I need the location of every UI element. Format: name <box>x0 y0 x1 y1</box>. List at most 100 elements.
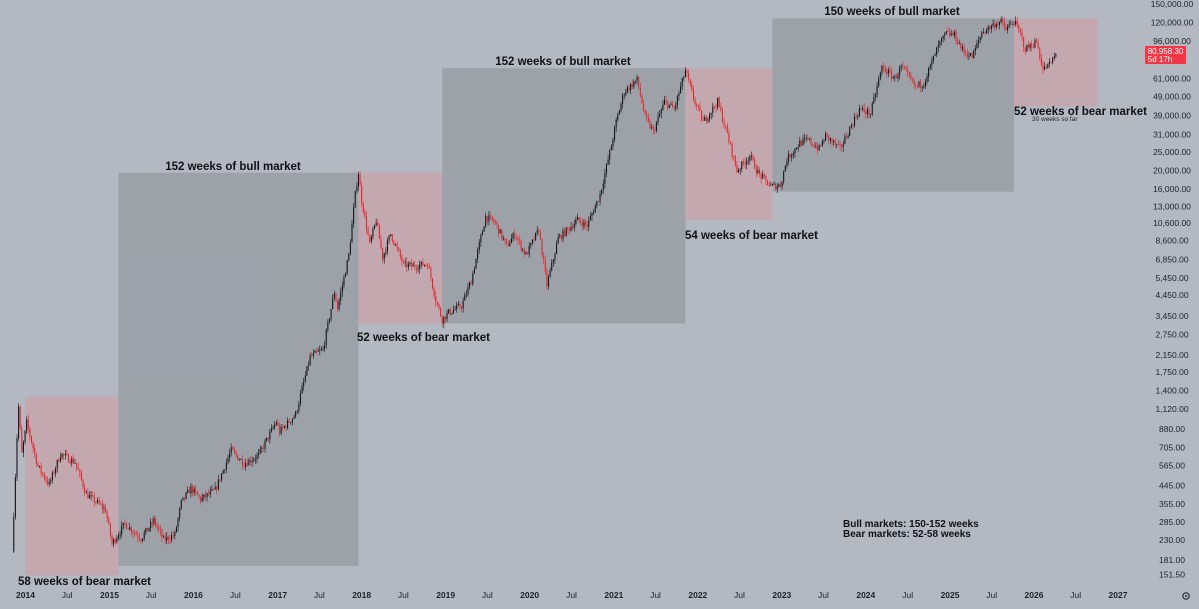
weekly-candle <box>61 453 63 460</box>
weekly-candle <box>296 409 298 415</box>
time-tick-label: Jul <box>986 590 997 600</box>
weekly-candle <box>1026 44 1028 52</box>
weekly-candle <box>965 49 967 58</box>
weekly-candle <box>683 76 685 82</box>
candle-body <box>343 276 345 286</box>
time-axis[interactable]: 2014 Jul 2015 Jul 2016 Jul 2017 Jul 2018 Jul 2019 J… <box>16 590 1128 600</box>
weekly-candle <box>232 446 234 451</box>
candle-body <box>340 291 342 301</box>
weekly-candle <box>365 211 368 235</box>
weekly-candle <box>235 450 237 458</box>
weekly-candle <box>634 80 637 85</box>
weekly-candle <box>778 183 780 188</box>
candle-body <box>997 24 999 26</box>
weekly-candle <box>267 437 269 443</box>
candle-body <box>1048 61 1050 64</box>
weekly-candle <box>50 477 52 486</box>
weekly-candle <box>274 420 276 431</box>
candle-body <box>628 87 630 91</box>
weekly-candle <box>269 428 271 444</box>
candle-body <box>38 465 41 467</box>
weekly-candle <box>311 351 313 357</box>
candle-body <box>311 355 313 357</box>
candle-body <box>549 270 551 277</box>
weekly-candle <box>968 51 970 61</box>
weekly-candle <box>499 228 501 234</box>
weekly-candle <box>277 418 279 427</box>
weekly-candle <box>523 246 525 258</box>
weekly-candle <box>167 535 169 544</box>
weekly-candle <box>351 220 353 243</box>
weekly-candle <box>1007 24 1009 34</box>
candle-body <box>225 462 227 470</box>
weekly-candle <box>464 292 466 301</box>
candle-body <box>762 174 764 179</box>
weekly-candle <box>501 229 503 241</box>
weekly-candle <box>357 171 360 192</box>
candle-body <box>865 111 867 114</box>
candle-body <box>451 313 453 315</box>
weekly-candle <box>428 263 430 269</box>
price-axis[interactable]: 150,000.00 120,000.00 96,000.00 61,000.00 49… <box>1151 0 1194 579</box>
candle-body <box>821 141 823 146</box>
candle-body <box>905 68 907 71</box>
candle-body <box>937 44 939 48</box>
weekly-candle <box>889 65 891 74</box>
price-tick-label: 445.00 <box>1159 480 1185 490</box>
weekly-candle <box>680 82 682 94</box>
weekly-candle <box>837 139 839 145</box>
candle-body <box>480 235 482 243</box>
candle-body <box>543 255 545 260</box>
candle-body <box>96 500 99 503</box>
weekly-candle <box>547 274 550 290</box>
candle-body <box>361 184 363 204</box>
weekly-candle <box>554 252 556 264</box>
candle-body <box>145 528 147 533</box>
weekly-candle <box>779 181 781 188</box>
weekly-candle <box>13 512 15 553</box>
candle-body <box>882 65 885 68</box>
weekly-candle <box>169 535 171 545</box>
candle-body <box>217 479 219 490</box>
candle-body <box>431 278 434 289</box>
candle-body <box>903 66 906 69</box>
weekly-candle <box>275 420 277 426</box>
weekly-candle <box>749 154 751 165</box>
candle-body <box>770 185 772 186</box>
candle-body <box>916 85 918 87</box>
candle-body <box>776 186 778 190</box>
weekly-candle <box>306 365 308 377</box>
candle-body <box>966 53 968 57</box>
candle-body <box>307 364 310 367</box>
candle-body <box>575 220 577 225</box>
weekly-candle <box>588 216 590 232</box>
weekly-candle <box>1031 40 1033 52</box>
candle-body <box>261 447 263 449</box>
weekly-candle <box>293 414 295 420</box>
weekly-candle <box>676 95 678 110</box>
candle-body <box>622 95 624 104</box>
candle-body <box>837 143 839 145</box>
candle-body <box>895 76 897 79</box>
weekly-candle <box>124 519 126 528</box>
weekly-candle <box>857 114 859 121</box>
candle-body <box>824 133 827 141</box>
weekly-candle <box>314 349 316 354</box>
candle-body <box>30 436 33 443</box>
candle-body <box>354 191 356 208</box>
candle-body <box>945 31 947 35</box>
weekly-candle <box>417 264 419 273</box>
weekly-candle <box>192 484 194 497</box>
candle-body <box>807 137 809 139</box>
weekly-candle <box>858 104 860 118</box>
weekly-candle <box>85 490 87 494</box>
weekly-candle <box>781 181 783 190</box>
candle-body <box>137 534 139 538</box>
gear-icon[interactable] <box>1182 592 1190 600</box>
candle-body <box>647 117 649 121</box>
candle-body <box>908 72 910 76</box>
candle-body <box>960 43 962 49</box>
weekly-candle <box>1027 40 1030 50</box>
candle-body <box>932 55 935 61</box>
candle-body <box>768 185 770 186</box>
